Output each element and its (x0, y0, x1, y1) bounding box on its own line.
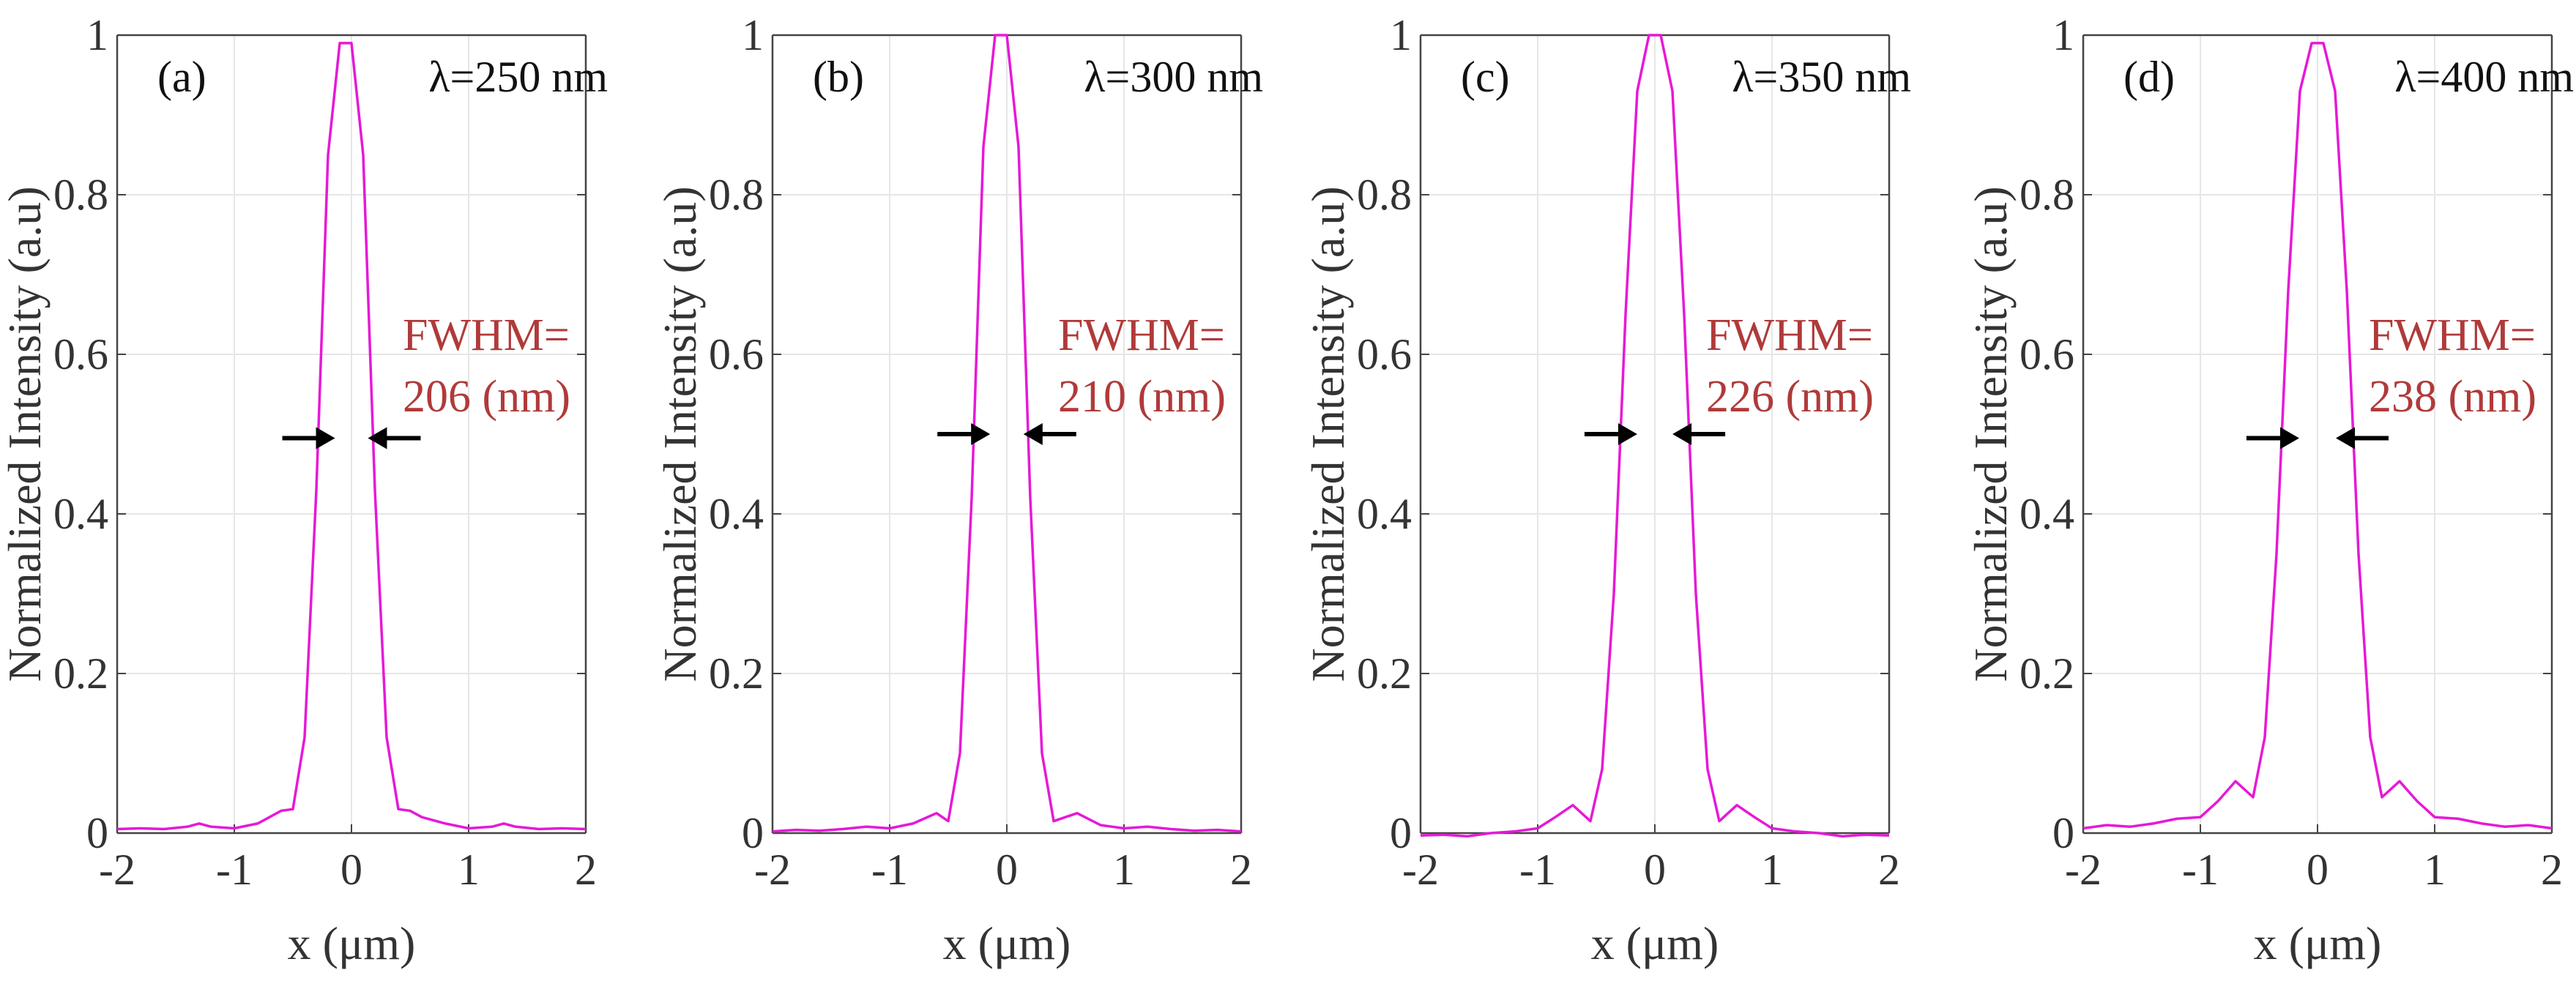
fwhm-arrow-left-head (971, 423, 991, 445)
x-tick-label: 0 (1644, 846, 1666, 894)
fwhm-arrow-left-head (1618, 423, 1637, 445)
x-tick-label: -2 (2065, 846, 2102, 894)
y-tick-label: 0.2 (53, 649, 108, 698)
y-tick-label: 0.6 (2020, 330, 2074, 378)
x-tick-label: 1 (1761, 846, 1783, 894)
intensity-line (772, 34, 1242, 833)
fwhm-value: 238 (nm) (2369, 372, 2536, 422)
chart-panel-d: -2 -1 0 1 2 0 0.2 0.4 0.6 0.8 1 x (μm) Normalized In… (1965, 11, 2574, 969)
fwhm-value: 226 (nm) (1706, 372, 1874, 422)
wavelength-label: λ=300 nm (1084, 53, 1263, 101)
y-tick-label: 0 (2052, 809, 2074, 857)
y-tick-label: 0.8 (709, 171, 764, 219)
panel-label: (d) (2123, 53, 2175, 101)
fwhm-label: FWHM= (403, 310, 570, 360)
chart-panel-a: -2 -1 0 1 2 0 0.2 0.4 0.6 0.8 1 x (μm) Normalized In… (0, 11, 608, 969)
y-tick-label: 0.2 (709, 649, 764, 698)
intensity-line (116, 42, 587, 831)
panel-label: (b) (813, 53, 864, 101)
y-tick-label: 1 (86, 11, 108, 59)
intensity-line (2082, 42, 2553, 830)
fwhm-arrow-right-head (1672, 423, 1692, 445)
y-tick-label: 0.8 (2020, 171, 2074, 219)
x-tick-label: -1 (871, 846, 908, 894)
y-axis-label: Normalized Intensity (a.u) (654, 186, 706, 682)
fwhm-label: FWHM= (1706, 310, 1873, 360)
chart-panel-c: -2 -1 0 1 2 0 0.2 0.4 0.6 0.8 1 x (μm) Normalized In… (1302, 11, 1911, 969)
x-axis-label: x (μm) (1591, 917, 1719, 969)
y-axis-label: Normalized Intensity (a.u) (0, 186, 51, 682)
panel-label: (c) (1461, 53, 1510, 101)
y-tick-label: 0 (742, 809, 764, 857)
wavelength-label: λ=400 nm (2394, 53, 2574, 101)
y-axis-label: Normalized Intensity (a.u) (1302, 186, 1354, 682)
fwhm-arrow-left-head (316, 427, 335, 449)
y-tick-label: 0.8 (1357, 171, 1412, 219)
x-axis-label: x (μm) (943, 917, 1071, 969)
y-tick-label: 0.6 (53, 330, 108, 378)
fwhm-value: 210 (nm) (1058, 372, 1226, 422)
y-tick-label: 0.4 (2020, 490, 2074, 538)
x-tick-label: -2 (99, 846, 135, 894)
fwhm-arrow-right-head (2336, 427, 2356, 449)
x-tick-label: 0 (340, 846, 362, 894)
y-tick-label: 0.4 (1357, 490, 1412, 538)
intensity-line (1420, 34, 1890, 838)
fwhm-arrow-left-head (2279, 427, 2299, 449)
y-tick-label: 0.2 (2020, 649, 2074, 698)
x-axis-label: x (μm) (288, 917, 416, 969)
x-tick-label: 1 (2424, 846, 2446, 894)
x-tick-label: -2 (754, 846, 791, 894)
x-tick-label: 1 (458, 846, 480, 894)
x-tick-label: 1 (1113, 846, 1135, 894)
x-tick-label: -1 (2182, 846, 2219, 894)
x-tick-label: -1 (216, 846, 253, 894)
fwhm-arrow-right-head (1023, 423, 1043, 445)
fwhm-arrow-right-head (368, 427, 387, 449)
x-tick-label: -1 (1519, 846, 1556, 894)
y-tick-label: 0.4 (53, 490, 108, 538)
y-tick-label: 0 (86, 809, 108, 857)
fwhm-value: 206 (nm) (403, 372, 570, 422)
fwhm-label: FWHM= (2369, 310, 2536, 360)
y-tick-label: 0 (1390, 809, 1412, 857)
wavelength-label: λ=250 nm (428, 53, 608, 101)
y-tick-label: 0.2 (1357, 649, 1412, 698)
x-tick-label: 2 (575, 846, 597, 894)
y-tick-label: 1 (742, 11, 764, 59)
y-tick-label: 1 (2052, 11, 2074, 59)
wavelength-label: λ=350 nm (1732, 53, 1911, 101)
x-tick-label: -2 (1402, 846, 1439, 894)
y-tick-label: 1 (1390, 11, 1412, 59)
fwhm-label: FWHM= (1058, 310, 1225, 360)
x-tick-label: 2 (1878, 846, 1900, 894)
x-axis-label: x (μm) (2254, 917, 2382, 969)
panel-label: (a) (157, 53, 206, 101)
y-tick-label: 0.6 (1357, 330, 1412, 378)
y-axis-label: Normalized Intensity (a.u) (1965, 186, 2017, 682)
x-tick-label: 0 (2307, 846, 2329, 894)
y-tick-label: 0.6 (709, 330, 764, 378)
y-tick-label: 0.4 (709, 490, 764, 538)
y-tick-label: 0.8 (53, 171, 108, 219)
x-tick-label: 2 (2541, 846, 2563, 894)
chart-panel-b: -2 -1 0 1 2 0 0.2 0.4 0.6 0.8 1 x (μm) Normalized In… (654, 11, 1263, 969)
x-tick-label: 0 (996, 846, 1018, 894)
x-tick-label: 2 (1230, 846, 1252, 894)
